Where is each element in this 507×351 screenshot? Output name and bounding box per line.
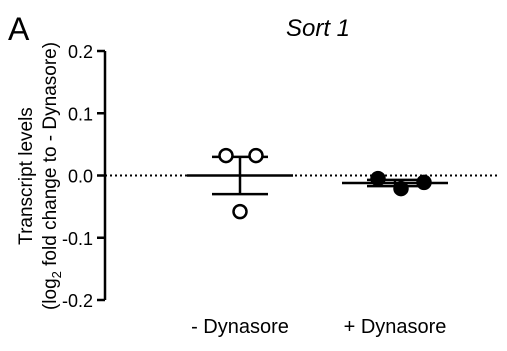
data-point [218, 147, 234, 164]
y-tick-label: -0.2 [62, 291, 93, 311]
data-point [232, 203, 248, 220]
data-point [370, 170, 386, 187]
y-label-part: fold change to - Dynasore) [40, 42, 61, 271]
y-label-part: (log [40, 278, 61, 310]
x-tick-label: + Dynasore [344, 316, 447, 338]
data-point [416, 174, 432, 191]
chart-title: Sort 1 [286, 15, 350, 42]
y-tick-label: 0.0 [68, 167, 93, 187]
data-point [393, 180, 409, 197]
y-label-line: Transcript levels [16, 107, 37, 245]
y-axis-label: Transcript levels [16, 107, 37, 245]
y-tick-label: 0.2 [68, 42, 93, 62]
y-tick-label: 0.1 [68, 104, 93, 124]
x-tick-label: - Dynasore [191, 316, 289, 338]
panel-label: A [8, 11, 30, 47]
y-tick-label: -0.1 [62, 229, 93, 249]
y-label-subscript: 2 [49, 271, 64, 278]
data-point [248, 147, 264, 164]
y-axis-label: (log2 fold change to - Dynasore) [40, 42, 64, 310]
